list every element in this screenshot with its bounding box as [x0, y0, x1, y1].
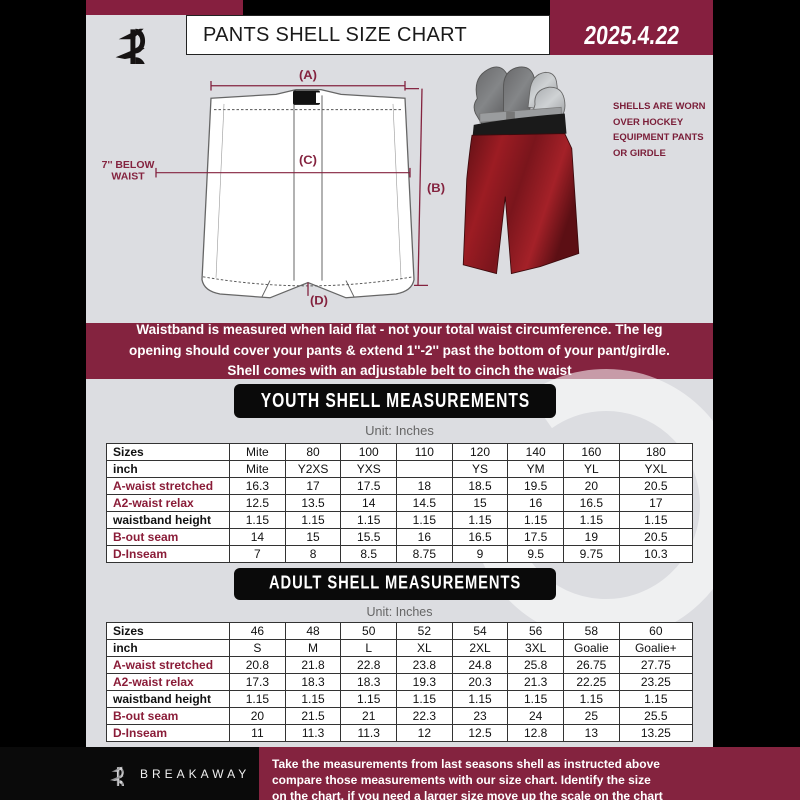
svg-text:(D): (D) — [310, 293, 328, 308]
svg-text:WAIST: WAIST — [111, 172, 145, 183]
svg-text:7'' BELOW: 7'' BELOW — [102, 160, 155, 171]
svg-text:(A): (A) — [299, 67, 317, 82]
svg-text:(C): (C) — [299, 152, 317, 167]
svg-text:(B): (B) — [427, 180, 445, 195]
